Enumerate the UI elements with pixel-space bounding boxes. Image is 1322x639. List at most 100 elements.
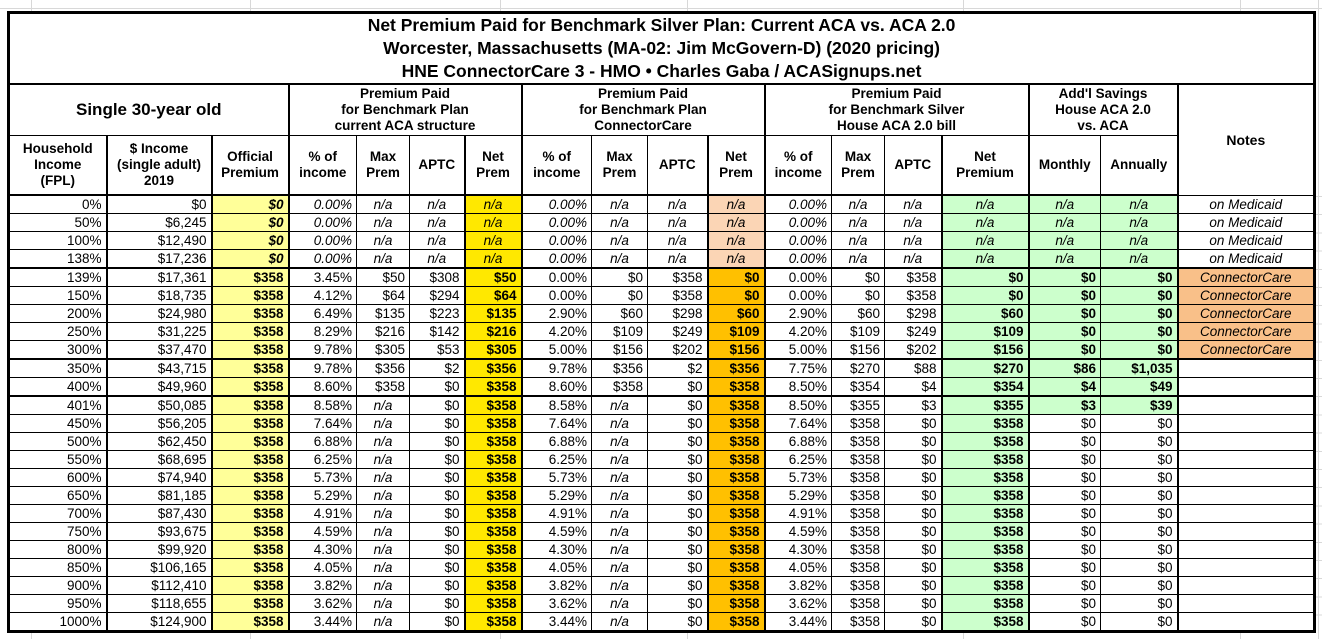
cell-h-3[interactable]: $358 (940, 576, 1029, 595)
cell-a-3[interactable]: $64 (463, 286, 522, 305)
cell-s-1[interactable]: $0 (1100, 267, 1178, 287)
cell-s-1[interactable]: $0 (1100, 322, 1178, 341)
cell-off[interactable]: $358 (210, 322, 289, 341)
cell-a-3[interactable]: $358 (463, 540, 522, 559)
column-header-house-net-premium[interactable]: Net Premium (940, 135, 1029, 196)
cell-c-1[interactable]: n/a (591, 558, 648, 577)
cell-h-2[interactable]: $0 (884, 612, 942, 632)
cell-note[interactable]: ConnectorCare (1176, 322, 1316, 341)
cell-a-3[interactable]: $358 (463, 468, 522, 487)
cell-h-1[interactable]: $358 (831, 612, 885, 632)
cell-c-3[interactable]: $0 (706, 267, 765, 287)
cell-h-2[interactable]: $0 (884, 540, 942, 559)
cell-a-3[interactable]: $358 (463, 414, 522, 433)
cell-h-0[interactable]: 0.00% (763, 267, 832, 287)
cell-fpl[interactable]: 700% (8, 504, 107, 523)
cell-off[interactable]: $358 (210, 558, 289, 577)
cell-s-0[interactable]: $4 (1027, 377, 1101, 397)
cell-h-0[interactable]: 4.30% (763, 540, 832, 559)
cell-a-0[interactable]: 6.25% (287, 450, 357, 469)
cell-a-3[interactable]: $358 (463, 432, 522, 451)
column-header-house-aptc[interactable]: APTC (884, 135, 942, 196)
cell-a-2[interactable]: $0 (409, 540, 465, 559)
cell-s-0[interactable]: $0 (1027, 432, 1101, 451)
cell-inc[interactable]: $81,185 (105, 486, 212, 505)
cell-fpl[interactable]: 800% (8, 540, 107, 559)
cell-a-3[interactable]: $135 (463, 304, 522, 323)
cell-c-2[interactable]: $0 (647, 468, 708, 487)
cell-off[interactable]: $358 (210, 377, 289, 397)
cell-a-0[interactable]: 7.64% (287, 414, 357, 433)
cell-a-0[interactable]: 8.58% (287, 395, 357, 415)
cell-inc[interactable]: $68,695 (105, 450, 212, 469)
cell-c-2[interactable]: $0 (647, 504, 708, 523)
cell-s-1[interactable]: $49 (1100, 377, 1178, 397)
cell-fpl[interactable]: 150% (8, 286, 107, 305)
cell-fpl[interactable]: 200% (8, 304, 107, 323)
cell-inc[interactable]: $12,490 (105, 231, 212, 250)
cell-c-1[interactable]: n/a (591, 486, 648, 505)
cell-h-2[interactable]: $0 (884, 522, 942, 541)
cell-note[interactable] (1176, 522, 1316, 541)
cell-off[interactable]: $358 (210, 576, 289, 595)
cell-c-3[interactable]: $358 (706, 612, 765, 632)
cell-h-1[interactable]: n/a (831, 231, 885, 250)
cell-h-1[interactable]: $358 (831, 504, 885, 523)
cell-c-3[interactable]: $358 (706, 504, 765, 523)
cell-c-1[interactable]: $0 (591, 267, 648, 287)
cell-c-3[interactable]: $358 (706, 540, 765, 559)
cell-h-2[interactable]: $4 (884, 377, 942, 397)
cell-fpl[interactable]: 850% (8, 558, 107, 577)
cell-c-0[interactable]: 0.00% (520, 231, 592, 250)
cell-s-1[interactable]: $0 (1100, 486, 1178, 505)
cell-inc[interactable]: $87,430 (105, 504, 212, 523)
group-header-current-aca[interactable]: Premium Paid for Benchmark Plan current … (287, 83, 522, 136)
cell-off[interactable]: $358 (210, 395, 289, 415)
cell-c-2[interactable]: $0 (647, 558, 708, 577)
cell-h-2[interactable]: $0 (884, 576, 942, 595)
column-header-official-premium[interactable]: Official Premium (210, 135, 289, 196)
cell-a-1[interactable]: n/a (356, 231, 410, 250)
cell-a-1[interactable]: n/a (356, 558, 410, 577)
cell-c-3[interactable]: $358 (706, 377, 765, 397)
cell-c-2[interactable]: $0 (647, 432, 708, 451)
cell-h-0[interactable]: 0.00% (763, 249, 832, 269)
column-header-cc-pct-income[interactable]: % of income (520, 135, 592, 196)
cell-c-2[interactable]: n/a (647, 249, 708, 269)
cell-h-2[interactable]: $0 (884, 450, 942, 469)
cell-note[interactable] (1176, 377, 1316, 397)
cell-c-3[interactable]: $356 (706, 358, 765, 378)
cell-a-1[interactable]: n/a (356, 504, 410, 523)
cell-h-0[interactable]: 3.44% (763, 612, 832, 632)
cell-a-3[interactable]: $305 (463, 340, 522, 360)
cell-c-2[interactable]: $202 (647, 340, 708, 360)
cell-fpl[interactable]: 400% (8, 377, 107, 397)
cell-s-0[interactable]: $0 (1027, 486, 1101, 505)
cell-h-1[interactable]: $358 (831, 432, 885, 451)
column-header-cc-max-prem[interactable]: Max Prem (591, 135, 648, 196)
cell-h-2[interactable]: $0 (884, 558, 942, 577)
cell-fpl[interactable]: 50% (8, 213, 107, 232)
cell-note[interactable] (1176, 414, 1316, 433)
cell-a-1[interactable]: n/a (356, 522, 410, 541)
cell-h-3[interactable]: $355 (940, 395, 1029, 415)
cell-s-1[interactable]: n/a (1100, 194, 1178, 214)
cell-s-0[interactable]: $0 (1027, 450, 1101, 469)
cell-note[interactable] (1176, 468, 1316, 487)
cell-c-2[interactable]: $0 (647, 576, 708, 595)
cell-c-3[interactable]: n/a (706, 231, 765, 250)
cell-h-1[interactable]: $60 (831, 304, 885, 323)
cell-h-0[interactable]: 2.90% (763, 304, 832, 323)
cell-h-2[interactable]: n/a (884, 194, 942, 214)
cell-a-1[interactable]: n/a (356, 450, 410, 469)
cell-c-2[interactable]: n/a (647, 194, 708, 214)
cell-h-1[interactable]: $358 (831, 576, 885, 595)
cell-a-2[interactable]: $223 (409, 304, 465, 323)
cell-a-0[interactable]: 9.78% (287, 358, 357, 378)
cell-c-3[interactable]: $156 (706, 340, 765, 360)
cell-h-0[interactable]: 4.59% (763, 522, 832, 541)
cell-a-0[interactable]: 4.05% (287, 558, 357, 577)
cell-h-3[interactable]: $358 (940, 432, 1029, 451)
cell-a-2[interactable]: $142 (409, 322, 465, 341)
cell-c-3[interactable]: $358 (706, 486, 765, 505)
